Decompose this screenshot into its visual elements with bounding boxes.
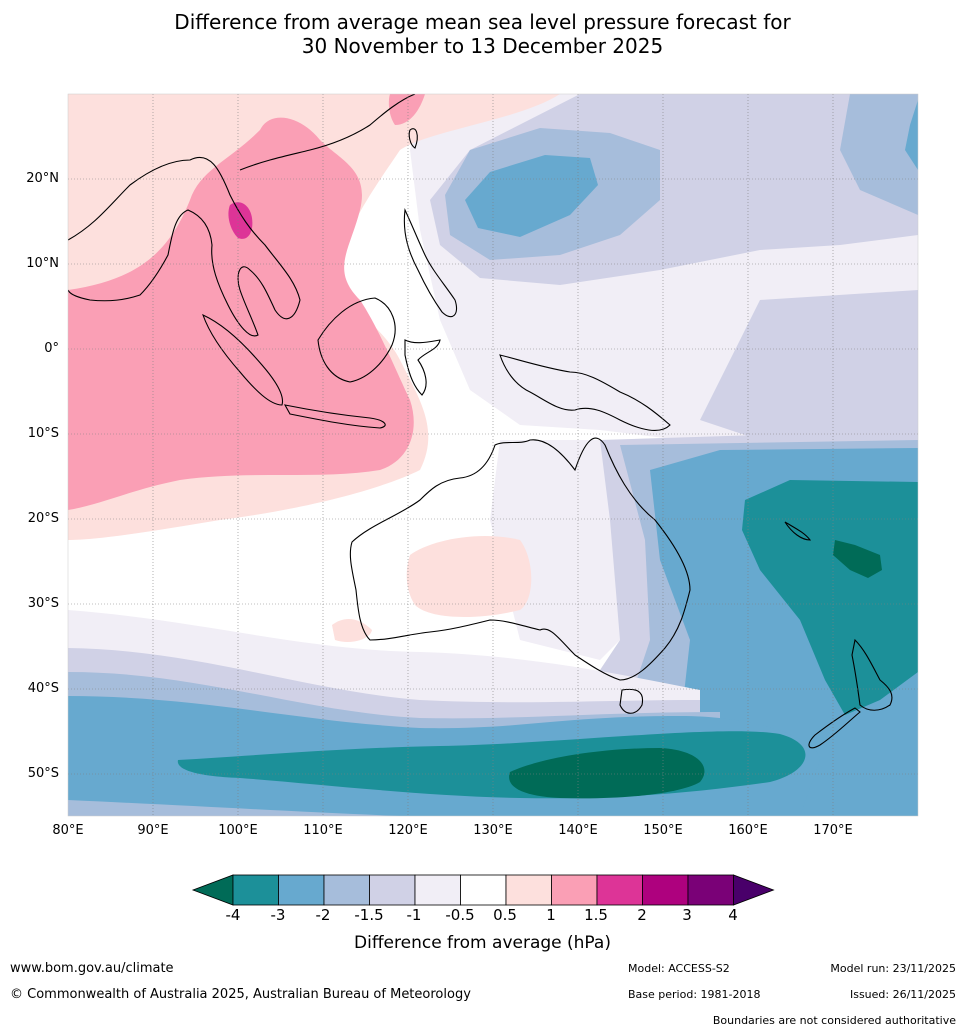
lon-label-110e: 110°E [303, 823, 343, 838]
legend-tick: -2 [315, 906, 331, 924]
legend-tick: 1.5 [584, 906, 608, 924]
anomaly-band-minus-1-5-northeast [840, 94, 918, 215]
java-coastline [283, 404, 386, 429]
legend-tick: 2 [637, 906, 647, 924]
footer-model-run: Model run: 23/11/2025 [830, 962, 956, 975]
map-frame [67, 93, 919, 817]
anomaly-band-plus-0-5-australia [406, 535, 532, 617]
anomaly-band-minus-1-east [700, 290, 918, 450]
legend-tick: -0.5 [445, 906, 475, 924]
lat-label-40s: 40°S [27, 681, 59, 696]
legend-tick: 0.5 [493, 906, 517, 924]
legend-swatch-lower-extension [191, 874, 234, 906]
legend-title: Difference from average (hPa) [354, 933, 611, 953]
new-guinea-coastline [499, 354, 671, 431]
new-caledonia-coastline [784, 521, 812, 541]
legend-swatch [642, 874, 689, 906]
sulawesi-coastline [404, 339, 441, 396]
lon-label-170e: 170°E [813, 823, 853, 838]
legend-swatch [232, 874, 279, 906]
lat-label-0: 0° [44, 341, 59, 356]
chart-title-line1: Difference from average mean sea level p… [174, 10, 791, 34]
footer-copyright: © Commonwealth of Australia 2025, Austra… [10, 987, 471, 1002]
legend-tick: -4 [225, 906, 241, 924]
philippines-coastline [403, 208, 458, 318]
legend-tick: 1 [546, 906, 556, 924]
graticule [68, 94, 918, 816]
anomaly-band-plus-1-north [388, 94, 425, 125]
legend-tick: 4 [728, 906, 738, 924]
lat-label-10n: 10°N [26, 256, 59, 271]
chart-title-line2: 30 November to 13 December 2025 [301, 34, 664, 58]
footer-boundaries-note: Boundaries are not considered authoritat… [712, 1014, 956, 1027]
legend-swatch [414, 874, 461, 906]
legend-swatch [687, 874, 734, 906]
legend-swatch [505, 874, 552, 906]
anomaly-center-minus-2-north [465, 155, 598, 237]
lat-label-10s: 10°S [27, 426, 59, 441]
legend-swatch [369, 874, 416, 906]
lat-label-50s: 50°S [27, 766, 59, 781]
legend-swatch [551, 874, 598, 906]
legend-tick: -3 [270, 906, 286, 924]
anomaly-band-minus-1-5-far-south [68, 800, 400, 816]
footer-website-link[interactable]: www.bom.gov.au/climate [10, 961, 174, 976]
lat-label-30s: 30°S [27, 596, 59, 611]
sumatra-coastline [202, 313, 284, 406]
legend-swatch-upper-extension [733, 874, 775, 906]
legend-swatch [460, 874, 507, 906]
lon-label-140e: 140°E [558, 823, 598, 838]
lon-label-160e: 160°E [728, 823, 768, 838]
new-zealand-south-coastline [808, 707, 861, 749]
coastlines [68, 94, 893, 749]
footer-issued: Issued: 26/11/2025 [849, 988, 956, 1001]
legend-tick: 3 [682, 906, 692, 924]
legend-swatch [278, 874, 325, 906]
taiwan-coastline [408, 128, 418, 149]
legend-swatch [596, 874, 643, 906]
borneo-coastline [317, 297, 396, 383]
legend-colorbar [191, 874, 775, 906]
anomaly-center-plus-1-5-indochina [228, 202, 253, 239]
legend-swatch [323, 874, 370, 906]
lon-label-100e: 100°E [218, 823, 258, 838]
anomaly-center-minus-4-south [509, 748, 705, 799]
lat-label-20n: 20°N [26, 171, 59, 186]
southeast-asia-coastline [68, 156, 301, 337]
legend-tick: -1.5 [354, 906, 384, 924]
footer-base-period: Base period: 1981-2018 [628, 988, 761, 1001]
footer-model: Model: ACCESS-S2 [628, 962, 730, 975]
legend-tick: -1 [406, 906, 422, 924]
new-zealand-north-coastline [851, 638, 893, 711]
australia-coastline [349, 437, 691, 681]
anomaly-band-minus-3-tasman [742, 480, 918, 715]
lon-label-90e: 90°E [137, 823, 169, 838]
lon-label-150e: 150°E [643, 823, 683, 838]
lon-label-120e: 120°E [388, 823, 428, 838]
lat-label-20s: 20°S [27, 511, 59, 526]
anomaly-band-minus-0-5-tropical [490, 440, 640, 660]
china-coastline [239, 94, 416, 171]
anomaly-center-minus-4-tasman [833, 540, 882, 578]
anomaly-center-minus-2-northeast [905, 100, 918, 170]
tasmania-coastline [619, 688, 644, 714]
lon-label-80e: 80°E [52, 823, 84, 838]
anomaly-band-plus-1-west [68, 117, 414, 510]
lon-label-130e: 130°E [473, 823, 513, 838]
